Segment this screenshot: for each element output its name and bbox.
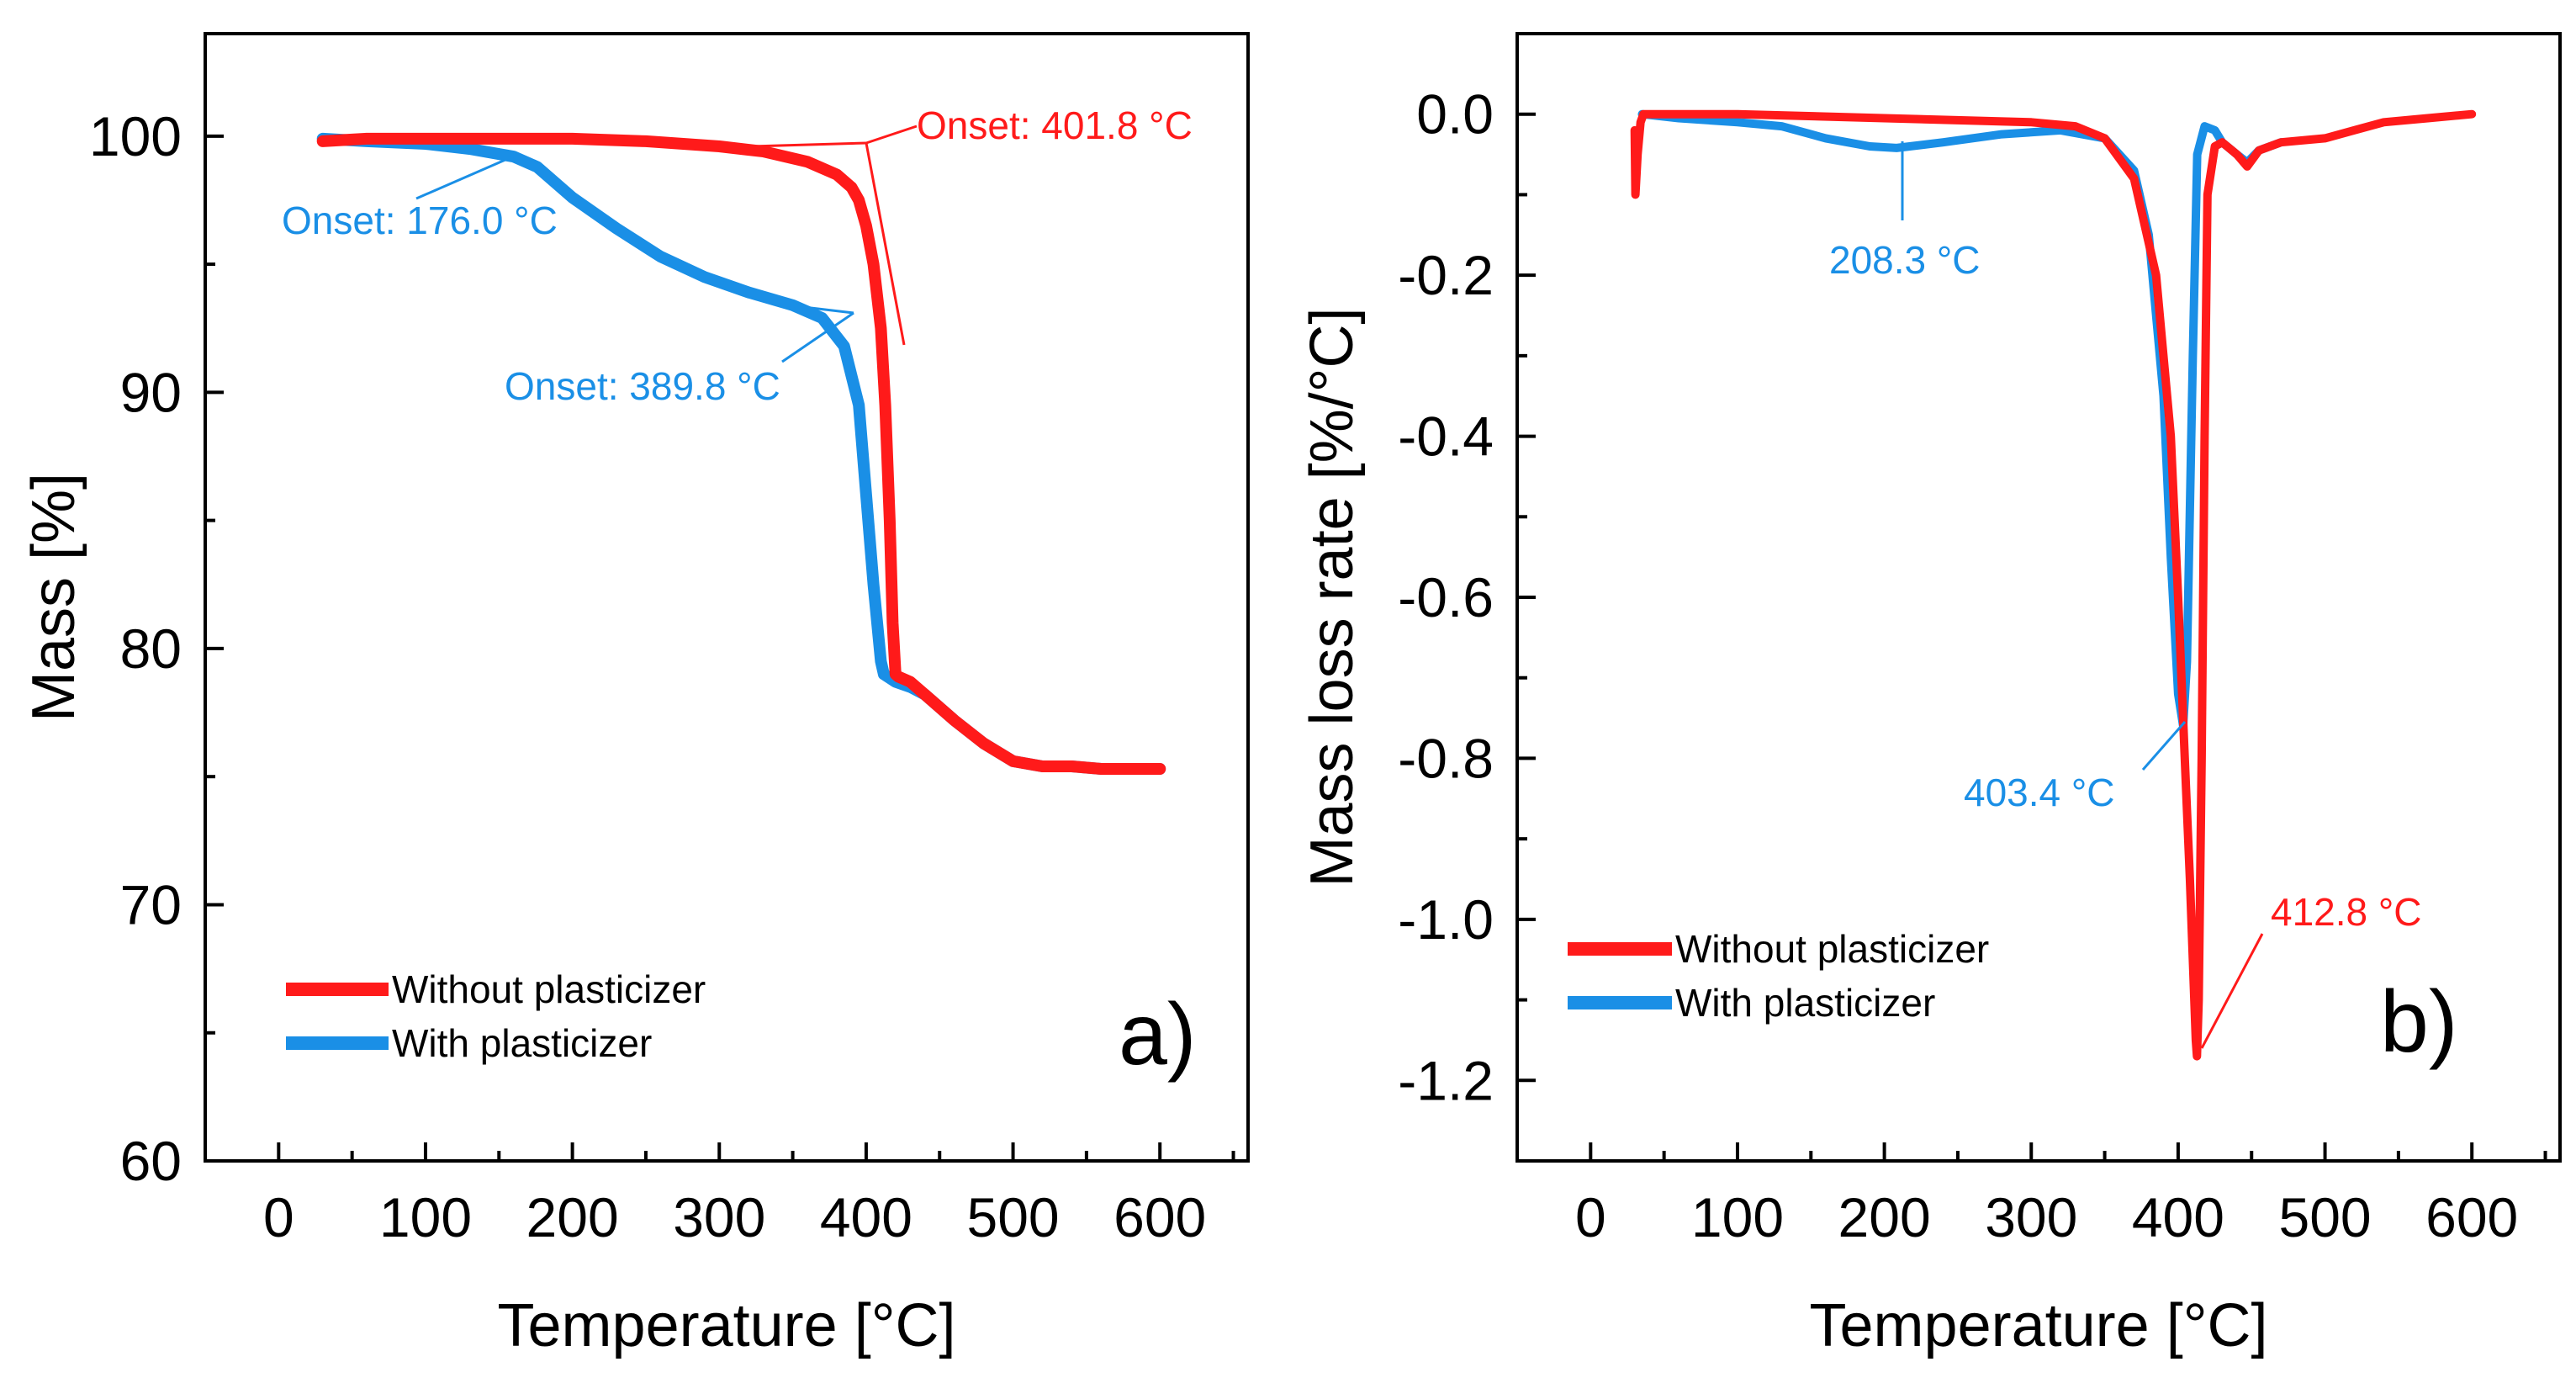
y-tick-label: -1.2 [1398,1049,1494,1111]
onset-leader-line-blue-2 [781,311,854,363]
y-tick-label: 80 [120,617,182,680]
legend-label-with-plasticizer: With plasticizer [392,1021,652,1065]
panel-b-ticks: 0 100 200 300 400 500 600 -1.2 -1.0 -0.8 -0.6 -0.4 -… [1398,32,2547,1248]
x-tick-label: 0 [1575,1186,1606,1248]
y-tick-label: -0.8 [1398,727,1494,789]
panel-a-ticks: 0 100 200 300 400 500 600 60 70 80 90 100 [89,105,1235,1248]
panel-a-chart: 0 100 200 300 400 500 600 60 70 80 90 100 Temperatu… [20,32,1250,1359]
x-tick-label: 300 [1985,1186,2077,1248]
onset-annotation-with-plasticizer-2: Onset: 389.8 °C [505,364,780,408]
legend-label-without-plasticizer: Without plasticizer [1675,927,1989,971]
x-tick-label: 300 [673,1186,765,1248]
panel-b-label: b) [2380,973,2457,1071]
y-tick-label: -0.6 [1398,566,1494,628]
x-tick-label: 600 [2425,1186,2518,1248]
peak-leader-line-red [2200,933,2264,1049]
x-tick-label: 100 [379,1186,472,1248]
panel-b-frame [1515,32,2562,1163]
x-tick-label: 600 [1113,1186,1206,1248]
y-tick-label: 100 [89,105,182,167]
peak-leader-line-blue-2 [2141,721,2187,771]
x-tick-label: 200 [526,1186,619,1248]
y-tick-label: -1.0 [1398,888,1494,951]
x-tick-label: 500 [2279,1186,2372,1248]
onset-tangent-line-red-2 [865,142,906,346]
peak-annotation-with-plasticizer-2: 403.4 °C [1964,771,2115,814]
x-tick-label: 0 [263,1186,294,1248]
series-line-with-plasticizer [1637,109,2286,731]
onset-tangent-line-red [722,141,867,149]
x-tick-label: 100 [1691,1186,1784,1248]
panel-a-plot-area [316,132,1166,775]
x-tick-label: 400 [2132,1186,2224,1248]
series-line-without-plasticizer [316,132,1166,775]
panel-b-x-axis-label: Temperature [°C] [1810,1292,2268,1359]
onset-tangent-line-blue [781,303,854,315]
peak-annotation-without-plasticizer: 412.8 °C [2271,890,2422,934]
panel-a-y-axis-label: Mass [%] [20,473,87,722]
x-tick-label: 500 [967,1186,1060,1248]
onset-leader-line-red [865,125,918,145]
legend-label-without-plasticizer: Without plasticizer [392,967,706,1011]
y-tick-label: 90 [120,361,182,423]
series-line-without-plasticizer [1630,109,2477,1061]
peak-annotation-with-plasticizer-1: 208.3 °C [1829,238,1981,282]
panel-b-y-axis-label: Mass loss rate [%/°C] [1299,308,1366,888]
onset-annotation-without-plasticizer: Onset: 401.8 °C [917,103,1193,147]
x-tick-label: 200 [1838,1186,1931,1248]
panel-a-legend: Without plasticizer With plasticizer [286,967,706,1065]
panel-a-annotations: Onset: 401.8 °C Onset: 176.0 °C Onset: 3… [282,103,1193,408]
y-tick-label: 0.0 [1416,83,1494,146]
onset-annotation-with-plasticizer-1: Onset: 176.0 °C [282,199,558,242]
panel-b-plot-area [1630,109,2477,1061]
panel-a-x-axis-label: Temperature [°C] [498,1292,956,1359]
panel-a-frame [204,32,1250,1163]
x-tick-label: 400 [820,1186,912,1248]
y-tick-label: 60 [120,1130,182,1192]
y-tick-label: -0.2 [1398,244,1494,306]
legend-label-with-plasticizer: With plasticizer [1675,981,1935,1025]
panel-b-chart: 0 100 200 300 400 500 600 -1.2 -1.0 -0.8 -0.6 -0.4 -… [1299,32,2562,1359]
panel-b-legend: Without plasticizer With plasticizer [1568,927,1989,1025]
panel-b-annotations: 208.3 °C 403.4 °C 412.8 °C [1829,141,2422,1049]
panel-a-label: a) [1119,986,1196,1084]
y-tick-label: 70 [120,873,182,935]
onset-leader-line-blue-1 [415,155,514,200]
y-tick-label: -0.4 [1398,405,1494,468]
